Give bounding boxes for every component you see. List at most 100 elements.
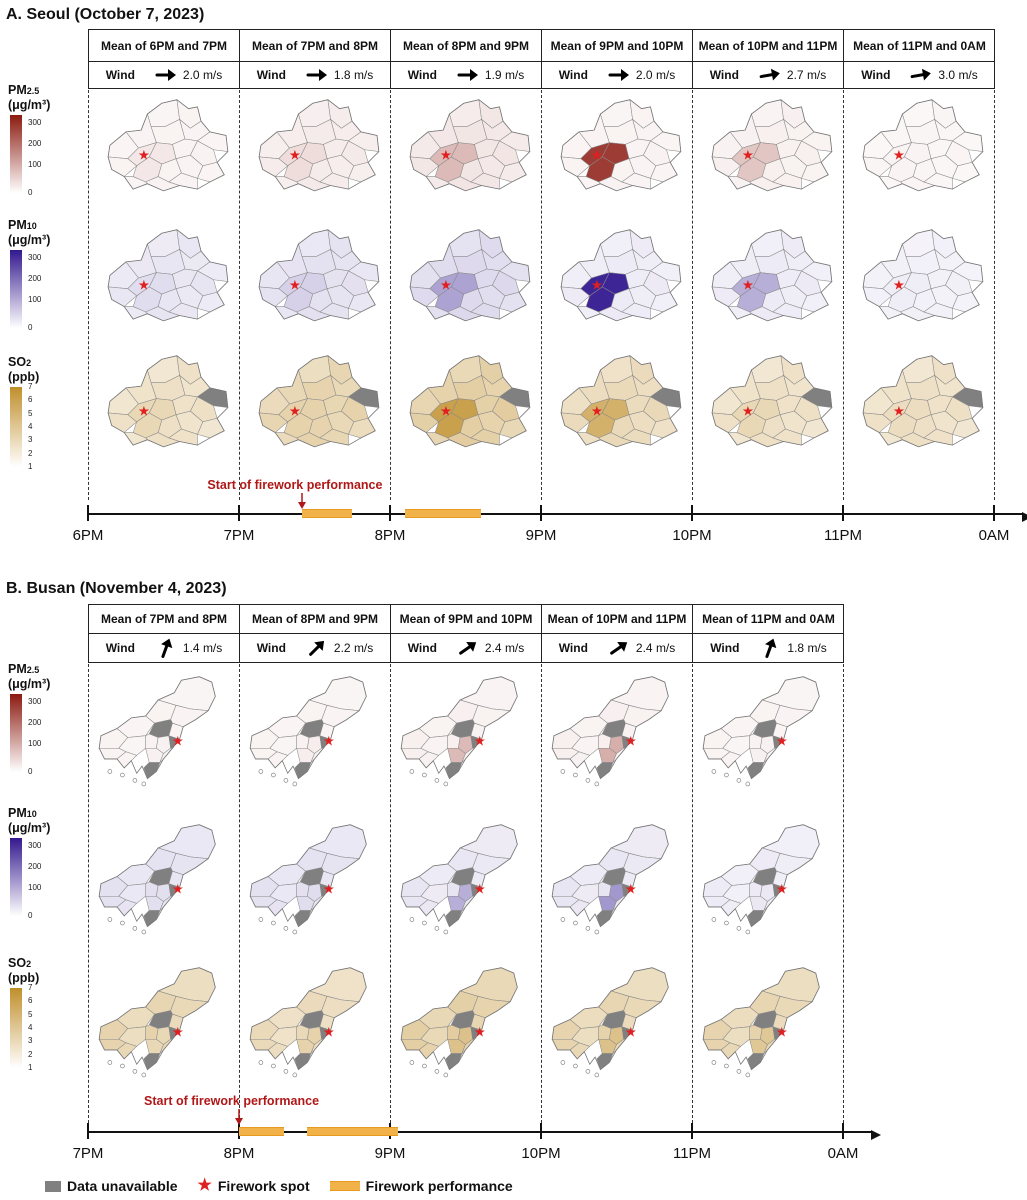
pm10-map: ★ [847,222,990,342]
wind-speed: 2.4 m/s [484,641,525,655]
firework-star-icon: ★ [440,405,452,420]
district [923,302,953,320]
colorbar-tick: 6 [28,996,33,1006]
wind-speed: 1.9 m/s [484,68,525,82]
wind-speed: 1.8 m/s [787,641,827,655]
firework-star-icon: ★ [893,149,905,164]
period-label: Mean of 7PM and 8PM [89,605,240,633]
period-label: Mean of 10PM and 11PM [542,605,693,633]
firework-star-icon: ★ [138,149,150,164]
wind-label: Wind [710,641,740,655]
timeline-tick [842,505,844,521]
firework-star-icon: ★ [323,1026,335,1041]
so2-map: ★ [394,955,537,1085]
so2-map: ★ [394,348,537,468]
start-firework-label: Start of firework performance [144,1094,320,1108]
colorbar-tick: 5 [28,408,33,418]
pm10-map: ★ [394,812,537,942]
colorbar [10,250,22,328]
legend-unit: (μg/m³) [8,677,51,691]
pm10-map: ★ [696,222,839,342]
firework-star-icon: ★ [591,149,603,164]
colorbar-legend-so2: SO2 (ppb) 7 6 5 4 3 2 1 [8,956,88,1086]
performance-swatch [329,1181,360,1191]
wind-arrow-icon [160,638,173,658]
axis-arrowhead-icon [1022,509,1027,527]
firework-performance-bar [302,509,353,518]
bottom-legend: Data unavailable ★ Firework spot Firewor… [45,1178,513,1194]
pm10-map: ★ [545,222,688,342]
colorbar-tick: 200 [28,138,42,148]
district [923,172,953,190]
legend-unavailable-label: Data unavailable [67,1178,178,1194]
wind-arrow-icon [309,640,324,656]
firework-star-icon: ★ [591,279,603,294]
wind-label: Wind [407,641,437,655]
firework-performance-bar [239,1127,285,1136]
time-divider [843,90,844,500]
colorbar-legend-pm10: PM10 (μg/m³) 300 200 100 0 [8,806,88,936]
firework-star-icon: ★ [474,1026,486,1041]
firework-star-icon: ★ [440,279,452,294]
timeline-axis [88,513,1024,515]
pm25-map: ★ [545,664,688,794]
legend-subscript: 2 [26,358,32,368]
panel-b-title: B. Busan (November 4, 2023) [6,580,227,597]
start-firework-label: Start of firework performance [207,478,383,492]
legend-name: SO [8,956,27,970]
wind-label: Wind [256,641,286,655]
pm10-map: ★ [92,812,235,942]
legend-subscript: 2 [26,959,32,969]
colorbar [10,387,22,467]
wind-speed: 2.2 m/s [333,641,374,655]
wind-speed: 1.4 m/s [182,641,223,655]
period-label: Mean of 9PM and 10PM [391,605,542,633]
legend-subscript: 2.5 [26,86,40,96]
time-divider [541,90,542,500]
period-label: Mean of 7PM and 8PM [240,30,391,61]
wind-label: Wind [861,68,891,82]
legend-subscript: 10 [26,809,37,819]
pm25-map: ★ [545,92,688,212]
legend-unit: (ppb) [8,370,40,384]
wind-label: Wind [558,641,588,655]
time-divider [390,664,391,1128]
legend-unit: (μg/m³) [8,98,51,112]
timeline-tick [691,1123,693,1139]
wind-arrow-icon [765,638,777,658]
time-divider [88,90,89,500]
colorbar-tick: 4 [28,1023,33,1032]
firework-star-icon: ★ [289,149,301,164]
colorbar [10,694,22,772]
timeline-tick-label: 9PM [374,1145,406,1162]
wind-header: Wind 2.0 m/s Wind 1.8 m/s Wind 1.9 m/s Wind 2.0… [88,61,995,89]
colorbar-tick: 1 [28,462,33,471]
time-divider [843,664,844,1128]
wind-speed: 3.0 m/s [938,68,978,82]
district [470,302,500,320]
firework-star-icon: ★ [625,883,637,898]
timeline-tick [87,505,89,521]
firework-star-icon: ★ [289,405,301,420]
timeline-tick-label: 10PM [672,527,712,544]
firework-performance-bar [405,509,481,518]
wind-arrow-icon [610,641,628,655]
firework-star-icon: ★ [474,883,486,898]
so2-map: ★ [243,955,386,1085]
colorbar-tick: 0 [28,911,33,920]
wind-cell: Wind 2.7 m/s [693,62,844,88]
colorbar-legend-pm10: PM10 (μg/m³) 300 200 100 0 [8,218,88,348]
legend-name: PM [8,662,27,676]
colorbar-legend-pm25: PM2.5 (μg/m³) 300 200 100 0 [8,662,88,792]
colorbar-tick: 0 [28,188,33,197]
pm10-map: ★ [243,812,386,942]
wind-arrow-icon [306,69,327,81]
colorbar-tick: 7 [28,983,33,992]
timeline-axis [88,1131,873,1133]
district [772,172,802,190]
wind-arrow-icon [759,68,780,81]
wind-header: Wind 1.4 m/s Wind 2.2 m/s Wind 2.4 m/s Wind 2.4… [88,633,844,663]
colorbar-tick: 2 [28,1049,33,1059]
district [923,428,953,446]
colorbar-tick: 200 [28,273,42,283]
